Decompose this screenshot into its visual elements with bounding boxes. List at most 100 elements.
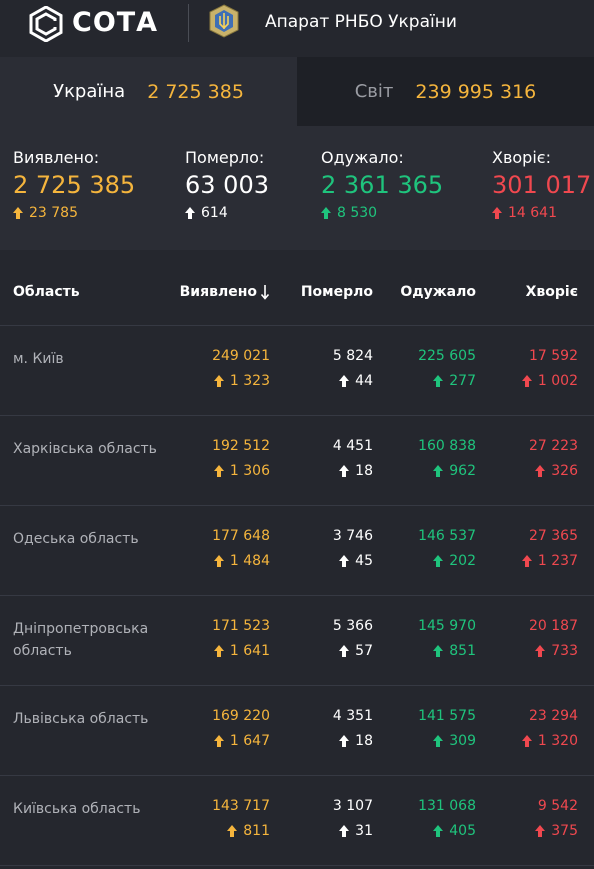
sick-delta: 326 xyxy=(551,463,578,479)
died-value: 3 107 xyxy=(332,798,373,814)
col-region-header[interactable]: Область xyxy=(13,284,80,300)
died-delta-row: 45 xyxy=(333,553,373,569)
recovered-delta-row: 962 xyxy=(418,463,476,479)
table-row[interactable]: Одеська область 177 648 1 484 3 746 45 1… xyxy=(0,506,594,596)
col-detected-label: Виявлено xyxy=(179,284,257,300)
recovered-delta: 277 xyxy=(449,373,476,389)
table-header: Область Виявлено Померло Одужало Хворіє xyxy=(0,250,594,326)
sick-delta-row: 1 237 xyxy=(521,553,578,569)
rnbo-emblem-icon xyxy=(209,4,239,38)
arrow-up-icon xyxy=(213,645,224,657)
recovered-delta-row: 309 xyxy=(418,733,476,749)
cell-sick: 27 365 1 237 xyxy=(521,528,578,569)
recovered-value: 141 575 xyxy=(418,708,476,724)
arrow-up-icon xyxy=(339,555,350,567)
stat-sick: Хворіє: 301 017 14 641 xyxy=(492,148,591,221)
tab-ukraine-label: Україна xyxy=(53,81,126,102)
died-value: 4 451 xyxy=(332,438,373,454)
cell-died: 5 824 44 xyxy=(333,348,373,389)
tab-world-value: 239 995 316 xyxy=(415,80,537,103)
regions-table: Область Виявлено Померло Одужало Хворіє … xyxy=(0,250,594,866)
cell-recovered: 131 068 405 xyxy=(418,798,476,839)
cell-recovered: 141 575 309 xyxy=(418,708,476,749)
arrow-up-icon xyxy=(433,555,444,567)
tab-world[interactable]: Світ 239 995 316 xyxy=(297,57,594,126)
brand-name[interactable]: СОТА xyxy=(72,7,159,38)
tab-ukraine[interactable]: Україна 2 725 385 xyxy=(0,57,297,126)
cell-died: 4 351 18 xyxy=(333,708,373,749)
arrow-up-icon xyxy=(213,555,224,567)
table-row[interactable]: Дніпропетровська область 171 523 1 641 5… xyxy=(0,596,594,686)
stat-detected-delta-row: 23 785 xyxy=(13,205,135,221)
recovered-value: 160 838 xyxy=(418,438,476,454)
tab-ukraine-value: 2 725 385 xyxy=(147,80,244,103)
died-delta: 57 xyxy=(355,643,373,659)
recovered-delta-row: 202 xyxy=(418,553,476,569)
detected-value: 143 717 xyxy=(212,798,270,814)
sota-logo-icon[interactable] xyxy=(28,6,64,42)
cell-recovered: 146 537 202 xyxy=(418,528,476,569)
detected-delta: 1 306 xyxy=(229,463,270,479)
stat-detected-delta: 23 785 xyxy=(29,205,78,221)
cell-recovered: 160 838 962 xyxy=(418,438,476,479)
table-row[interactable]: Київська область 143 717 811 3 107 31 13… xyxy=(0,776,594,866)
detected-value: 249 021 xyxy=(212,348,270,364)
cell-detected: 177 648 1 484 xyxy=(212,528,270,569)
recovered-value: 146 537 xyxy=(418,528,476,544)
arrow-up-icon xyxy=(339,825,350,837)
table-row[interactable]: м. Київ 249 021 1 323 5 824 44 225 605 2… xyxy=(0,326,594,416)
recovered-delta: 962 xyxy=(449,463,476,479)
died-delta: 45 xyxy=(355,553,373,569)
sick-value: 9 542 xyxy=(537,798,578,814)
sick-delta: 1 237 xyxy=(537,553,578,569)
sick-delta: 733 xyxy=(551,643,578,659)
cell-detected: 143 717 811 xyxy=(212,798,270,839)
cell-died: 5 366 57 xyxy=(333,618,373,659)
table-row[interactable]: Харківська область 192 512 1 306 4 451 1… xyxy=(0,416,594,506)
table-body: м. Київ 249 021 1 323 5 824 44 225 605 2… xyxy=(0,326,594,866)
region-name: Дніпропетровська область xyxy=(13,621,149,659)
col-detected-header[interactable]: Виявлено xyxy=(180,284,270,300)
sort-down-arrow-icon xyxy=(260,285,270,300)
arrow-up-icon xyxy=(433,465,444,477)
stat-detected: Виявлено: 2 725 385 23 785 xyxy=(13,148,135,221)
cell-detected: 249 021 1 323 xyxy=(212,348,270,389)
arrow-up-icon xyxy=(433,645,444,657)
detected-delta-row: 811 xyxy=(212,823,270,839)
summary-stats: Виявлено: 2 725 385 23 785 Померло: 63 0… xyxy=(0,126,594,250)
stat-died-label: Померло: xyxy=(185,148,265,167)
cell-sick: 20 187 733 xyxy=(529,618,578,659)
stat-recovered-value: 2 361 365 xyxy=(321,171,444,199)
tab-world-label: Світ xyxy=(354,81,394,102)
header-divider xyxy=(188,4,189,42)
col-died-header[interactable]: Померло xyxy=(300,284,373,300)
cell-died: 3 107 31 xyxy=(333,798,373,839)
cell-sick: 17 592 1 002 xyxy=(521,348,578,389)
arrow-up-icon xyxy=(339,645,350,657)
stat-died: Померло: 63 003 614 xyxy=(185,148,269,221)
stat-sick-delta-row: 14 641 xyxy=(492,205,591,221)
died-delta-row: 57 xyxy=(333,643,373,659)
arrow-up-icon xyxy=(535,465,546,477)
recovered-delta: 405 xyxy=(449,823,476,839)
detected-delta: 1 641 xyxy=(229,643,270,659)
detected-delta-row: 1 323 xyxy=(212,373,270,389)
recovered-delta-row: 405 xyxy=(418,823,476,839)
sick-delta-row: 1 002 xyxy=(521,373,578,389)
col-recovered-header[interactable]: Одужало xyxy=(400,284,476,300)
stat-recovered-label: Одужало: xyxy=(321,148,404,167)
died-delta: 44 xyxy=(355,373,373,389)
sick-delta: 375 xyxy=(551,823,578,839)
stat-sick-value: 301 017 xyxy=(492,171,592,199)
stat-recovered: Одужало: 2 361 365 8 530 xyxy=(321,148,443,221)
col-sick-header[interactable]: Хворіє xyxy=(525,284,578,300)
sick-delta-row: 375 xyxy=(535,823,578,839)
arrow-up-icon xyxy=(492,207,502,219)
died-delta-row: 31 xyxy=(333,823,373,839)
arrow-up-icon xyxy=(339,375,350,387)
recovered-delta: 851 xyxy=(449,643,476,659)
table-row[interactable]: Львівська область 169 220 1 647 4 351 18… xyxy=(0,686,594,776)
arrow-up-icon xyxy=(433,735,444,747)
detected-delta: 1 647 xyxy=(229,733,270,749)
died-value: 5 366 xyxy=(332,618,373,634)
